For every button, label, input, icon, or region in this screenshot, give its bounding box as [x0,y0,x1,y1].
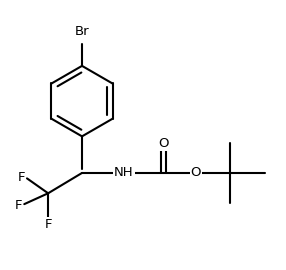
Text: O: O [158,137,168,150]
Text: O: O [190,166,201,180]
Text: NH: NH [114,166,134,180]
Text: F: F [17,171,25,184]
Text: F: F [15,199,22,212]
Text: Br: Br [75,25,89,39]
Text: F: F [44,218,52,231]
